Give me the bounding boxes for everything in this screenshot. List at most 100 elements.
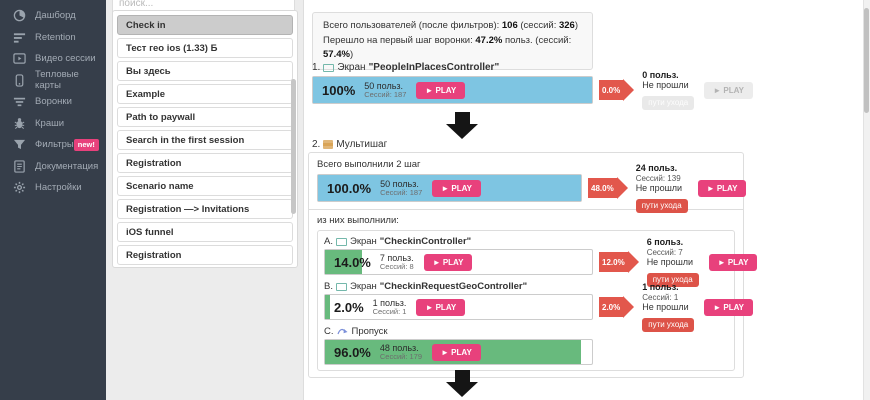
summary-box: Всего пользователей (после фильтров): 10… [312, 12, 593, 70]
sidebar-item-heatmaps[interactable]: Тепловые карты [0, 69, 106, 92]
sidebar-item-label: Видео сессии [35, 53, 96, 65]
substep-b-percent: 2.0% [334, 299, 364, 315]
substep-b: B. Экран "CheckinRequestGeoController" 2… [324, 281, 753, 333]
sidebar-item-label: Фильтры [35, 139, 74, 151]
sidebar-item-label: Дашборд [35, 10, 76, 22]
play-button[interactable]: ► PLAY [432, 179, 481, 197]
heatmap-icon [13, 74, 26, 87]
substeps-label: из них выполнили: [317, 215, 399, 226]
substep-a: A. Экран "CheckinController" 14.0% 7 пол… [324, 236, 758, 288]
funnel-list-item[interactable]: Registration [117, 153, 293, 173]
funnel-list-item[interactable]: Example [117, 84, 293, 104]
sidebar-item-label: Документация [35, 160, 99, 172]
crashes-icon [13, 117, 26, 130]
summary-first-step: Перешло на первый шаг воронки: 47.2% пол… [323, 34, 572, 61]
step1-counts: 50 польз. Сессий: 187 [364, 80, 407, 99]
screen-icon [335, 237, 347, 246]
funnel-list-item[interactable]: Вы здесь [117, 61, 293, 81]
play-button[interactable]: ► PLAY [423, 253, 473, 271]
sidebar: Дашборд Retention Видео сессии Тепловые … [0, 0, 106, 400]
sidebar-item-documentation[interactable]: Документация [0, 156, 106, 178]
sidebar-item-label: Тепловые карты [35, 69, 79, 92]
settings-icon [13, 181, 26, 194]
substep-c-percent: 96.0% [334, 344, 371, 360]
step2-total-row: 100.0% 50 польз. Сессий: 187 ► PLAY 48.0… [317, 163, 747, 214]
funnel-list-item[interactable]: Path to paywall [117, 107, 293, 127]
docs-icon [13, 160, 26, 173]
sidebar-item-dashboard[interactable]: Дашборд [0, 5, 106, 27]
play-button[interactable]: ► PLAY [416, 298, 466, 316]
sidebar-item-filters[interactable]: Фильтры new! [0, 134, 106, 156]
step1-bar: 100% 50 польз. Сессий: 187 ► PLAY [312, 76, 593, 104]
play-button[interactable]: ► PLAY [432, 343, 481, 361]
substep-c-bar: 96.0% 48 польз. Сессий: 179 ► PLAY [324, 339, 593, 365]
step2-label: 2. Мультишаг [312, 139, 388, 150]
drop-arrow: 12.0% [599, 251, 639, 273]
funnel-list-item[interactable]: Registration —> Invitations [117, 199, 293, 219]
step2-box: Всего выполнили 2 шаг 100.0% 50 польз. С… [308, 152, 758, 378]
flow-down-arrow [446, 112, 478, 139]
substep-b-label: B. Экран "CheckinRequestGeoController" [324, 281, 528, 292]
filters-icon [13, 138, 26, 151]
substeps-box: A. Экран "CheckinController" 14.0% 7 пол… [317, 230, 758, 371]
substep-b-drop-info: 1 польз. Сессий: 1 Не прошли пути ухода [642, 282, 695, 333]
sidebar-item-label: Краши [35, 117, 65, 129]
multistep-icon [323, 140, 334, 149]
screen-icon [323, 63, 335, 72]
drop-percent: 48.0% [588, 178, 617, 198]
play-button[interactable]: ► PLAY [708, 253, 758, 271]
step2-total-counts: 50 польз. Сессий: 187 [380, 178, 423, 197]
main-scrollbar-thumb[interactable] [864, 8, 869, 113]
drop-arrow-head [627, 251, 639, 273]
funnel-list-item[interactable]: Registration [117, 245, 293, 265]
exit-paths-button[interactable]: пути ухода [635, 198, 688, 214]
funnel-list-item[interactable]: iOS funnel [117, 222, 293, 242]
funnel-list-panel: Check in Тест гео ios (1.33) Б Вы здесь … [112, 10, 298, 268]
play-button[interactable]: ► PLAY [697, 179, 747, 197]
drop-arrow: 0.0% [599, 79, 635, 101]
step1-drop-info: 0 польз. Не прошли пути ухода [642, 70, 695, 111]
step1-row: 100% 50 польз. Сессий: 187 ► PLAY 0.0% 0… [312, 70, 753, 111]
play-button-disabled: ► PLAY [704, 81, 753, 99]
drop-arrow: 2.0% [599, 296, 635, 318]
video-sessions-icon [13, 52, 26, 65]
substep-c-label: C. Пропуск [324, 326, 388, 337]
sidebar-item-funnels[interactable]: Воронки [0, 91, 106, 113]
play-button[interactable]: ► PLAY [704, 298, 753, 316]
sidebar-item-settings[interactable]: Настройки [0, 177, 106, 199]
funnel-list-item[interactable]: Search in the first session [117, 130, 293, 150]
exit-paths-button[interactable]: пути ухода [642, 317, 695, 333]
drop-arrow-head [623, 79, 635, 101]
step2-total-bar: 100.0% 50 польз. Сессий: 187 ► PLAY [317, 174, 582, 202]
main-content: Всего пользователей (после фильтров): 10… [303, 0, 870, 400]
funnel-list-item[interactable]: Scenario name [117, 176, 293, 196]
drop-arrow: 48.0% [588, 177, 628, 199]
sidebar-item-retention[interactable]: Retention [0, 27, 106, 49]
substep-a-counts: 7 польз. Сессий: 8 [379, 252, 414, 271]
step2-total-label: Всего выполнили 2 шаг [317, 159, 421, 170]
step1-label: 1. Экран "PeopleInPlacesController" [312, 62, 500, 73]
substep-a-label: A. Экран "CheckinController" [324, 236, 472, 247]
funnel-list-item[interactable]: Check in [117, 15, 293, 35]
substep-a-percent: 14.0% [334, 254, 371, 270]
funnel-list-item[interactable]: Тест гео ios (1.33) Б [117, 38, 293, 58]
dashboard-icon [13, 9, 26, 22]
sidebar-item-video-sessions[interactable]: Видео сессии [0, 48, 106, 70]
step2-total-drop-info: 24 польз. Сессий: 139 Не прошли пути ухо… [635, 163, 688, 214]
substep-c-counts: 48 польз. Сессий: 179 [379, 342, 423, 361]
substep-a-drop-info: 6 польз. Сессий: 7 Не прошли пути ухода [646, 237, 699, 288]
funnels-icon [13, 95, 26, 108]
play-button[interactable]: ► PLAY [416, 81, 466, 99]
funnel-list-scrollbar[interactable] [291, 79, 296, 214]
sidebar-item-label: Retention [35, 31, 76, 43]
sidebar-item-label: Воронки [35, 96, 72, 108]
step1-percent: 100% [322, 82, 356, 98]
substep-b-counts: 1 польз. Сессий: 1 [372, 297, 407, 316]
substep-a-bar: 14.0% 7 польз. Сессий: 8 ► PLAY [324, 249, 593, 275]
new-badge: new! [73, 138, 99, 151]
flow-down-arrow [446, 370, 478, 397]
drop-percent: 0.0% [599, 80, 624, 100]
exit-paths-button[interactable]: пути ухода [646, 272, 699, 288]
sidebar-item-crashes[interactable]: Краши [0, 113, 106, 135]
summary-total-users: Всего пользователей (после фильтров): 10… [323, 20, 579, 31]
